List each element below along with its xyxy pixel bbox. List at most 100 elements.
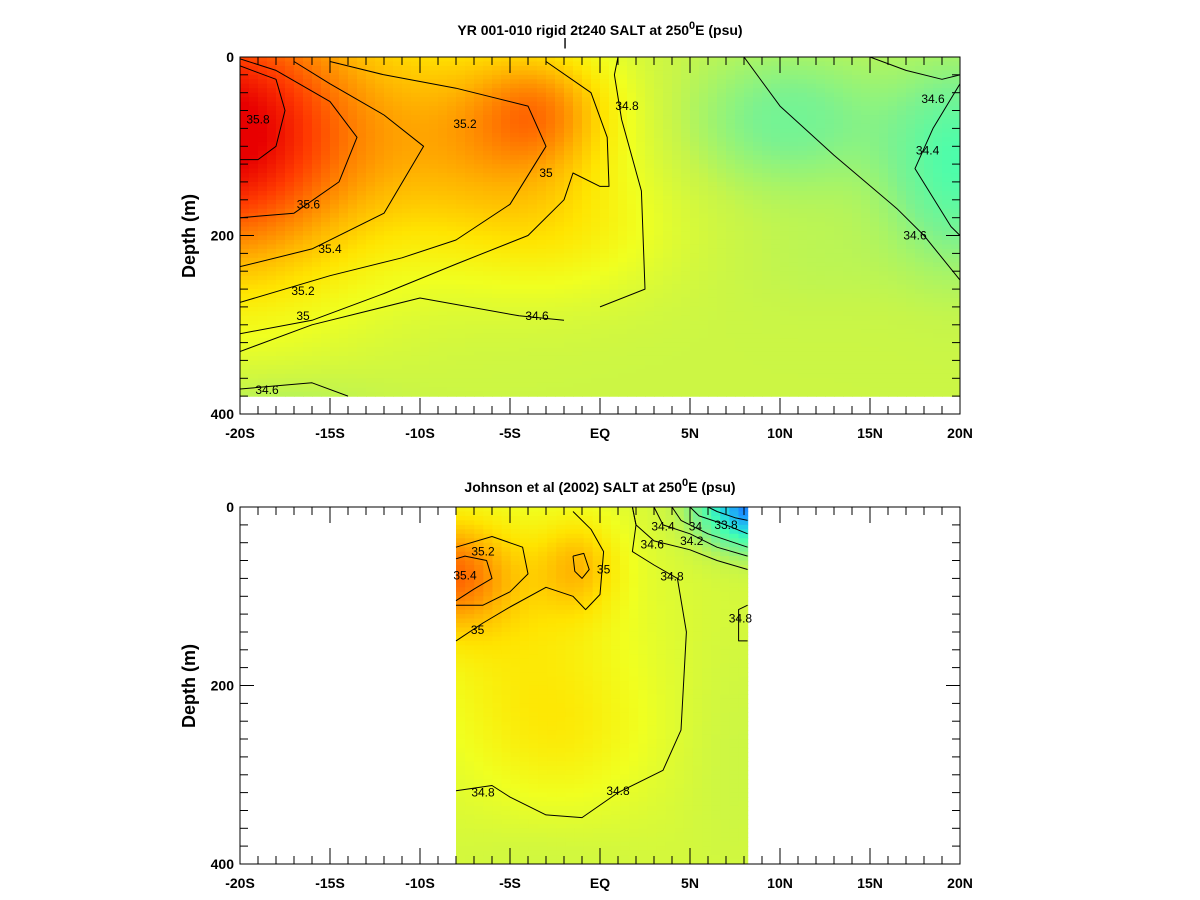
heatmap-cell: [681, 155, 691, 161]
heatmap-cell: [276, 355, 286, 362]
heatmap-cell: [384, 382, 394, 388]
heatmap-cell: [447, 128, 457, 134]
heatmap-cell: [726, 302, 736, 308]
heatmap-cell: [699, 239, 709, 246]
heatmap-cell: [627, 302, 637, 308]
heatmap-cell: [276, 244, 286, 250]
heatmap-cell: [240, 275, 250, 281]
heatmap-cell: [699, 119, 709, 125]
heatmap-cell: [609, 155, 619, 161]
heatmap-cell: [429, 351, 439, 357]
heatmap-cell: [321, 382, 331, 388]
heatmap-cell: [582, 132, 592, 138]
heatmap-cell: [816, 74, 826, 80]
heatmap-cell: [663, 293, 673, 299]
heatmap-cell: [753, 262, 763, 268]
heatmap-cell: [816, 289, 826, 295]
heatmap-cell: [402, 115, 412, 121]
heatmap-cell: [240, 262, 250, 268]
heatmap-cell: [645, 338, 655, 344]
heatmap-cell: [609, 141, 619, 147]
heatmap-cell: [564, 235, 574, 241]
heatmap-cell: [492, 306, 502, 312]
heatmap-cell: [384, 329, 394, 335]
heatmap-cell: [420, 65, 430, 71]
heatmap-cell: [663, 128, 673, 134]
heatmap-cell: [609, 101, 619, 107]
heatmap-cell: [294, 190, 304, 196]
heatmap-cell: [258, 173, 268, 179]
heatmap-cell: [735, 226, 745, 232]
heatmap-cell: [402, 248, 412, 254]
heatmap-cell: [420, 199, 430, 205]
heatmap-cell: [618, 137, 628, 143]
heatmap-cell: [699, 204, 709, 210]
heatmap-cell: [816, 248, 826, 254]
heatmap-cell: [357, 61, 367, 67]
heatmap-cell: [321, 146, 331, 152]
heatmap-cell: [285, 70, 295, 76]
heatmap-cell: [726, 231, 736, 237]
heatmap-cell: [492, 150, 502, 156]
heatmap-cell: [564, 231, 574, 237]
heatmap-cell: [438, 378, 448, 384]
heatmap-cell: [312, 347, 322, 353]
heatmap-cell: [573, 88, 583, 94]
heatmap-cell: [753, 369, 763, 375]
heatmap-cell: [789, 239, 799, 246]
heatmap-cell: [663, 97, 673, 103]
heatmap-cell: [501, 222, 511, 228]
heatmap-cell: [645, 186, 655, 192]
heatmap-cell: [681, 373, 691, 379]
heatmap-cell: [375, 204, 385, 210]
heatmap-cell: [474, 106, 484, 112]
heatmap-cell: [267, 235, 277, 241]
heatmap-cell: [726, 355, 736, 362]
heatmap-cell: [402, 311, 412, 317]
heatmap-cell: [618, 302, 628, 308]
heatmap-cell: [294, 253, 304, 259]
heatmap-cell: [672, 271, 682, 277]
heatmap-cell: [393, 306, 403, 312]
heatmap-cell: [771, 137, 781, 143]
heatmap-cell: [438, 186, 448, 192]
heatmap-cell: [762, 284, 772, 290]
heatmap-cell: [672, 199, 682, 205]
heatmap-cell: [456, 391, 466, 397]
heatmap-cell: [249, 248, 259, 254]
heatmap-cell: [393, 213, 403, 219]
heatmap-cell: [807, 106, 817, 112]
heatmap-cell: [357, 284, 367, 290]
heatmap-cell: [366, 123, 376, 129]
heatmap-cell: [807, 186, 817, 192]
heatmap-cell: [645, 128, 655, 134]
heatmap-cell: [681, 88, 691, 94]
heatmap-cell: [276, 177, 286, 183]
heatmap-cell: [384, 248, 394, 254]
heatmap-cell: [402, 235, 412, 241]
heatmap-cell: [348, 289, 358, 295]
heatmap-cell: [708, 186, 718, 192]
heatmap-cell: [663, 65, 673, 71]
heatmap-cell: [816, 378, 826, 384]
heatmap-cell: [357, 173, 367, 179]
heatmap-cell: [348, 199, 358, 205]
heatmap-cell: [636, 387, 646, 393]
heatmap-cell: [816, 324, 826, 330]
heatmap-cell: [600, 284, 610, 290]
heatmap-cell: [537, 97, 547, 103]
heatmap-cell: [420, 253, 430, 259]
heatmap-cell: [636, 159, 646, 165]
heatmap-cell: [330, 262, 340, 268]
heatmap-cell: [726, 168, 736, 174]
heatmap-cell: [654, 248, 664, 254]
heatmap-cell: [654, 74, 664, 80]
heatmap-cell: [447, 70, 457, 76]
heatmap-cell: [258, 106, 268, 112]
heatmap-cell: [519, 213, 529, 219]
heatmap-cell: [285, 378, 295, 384]
heatmap-cell: [735, 79, 745, 85]
heatmap-cell: [672, 168, 682, 174]
heatmap-cell: [330, 119, 340, 125]
heatmap-cell: [393, 271, 403, 277]
